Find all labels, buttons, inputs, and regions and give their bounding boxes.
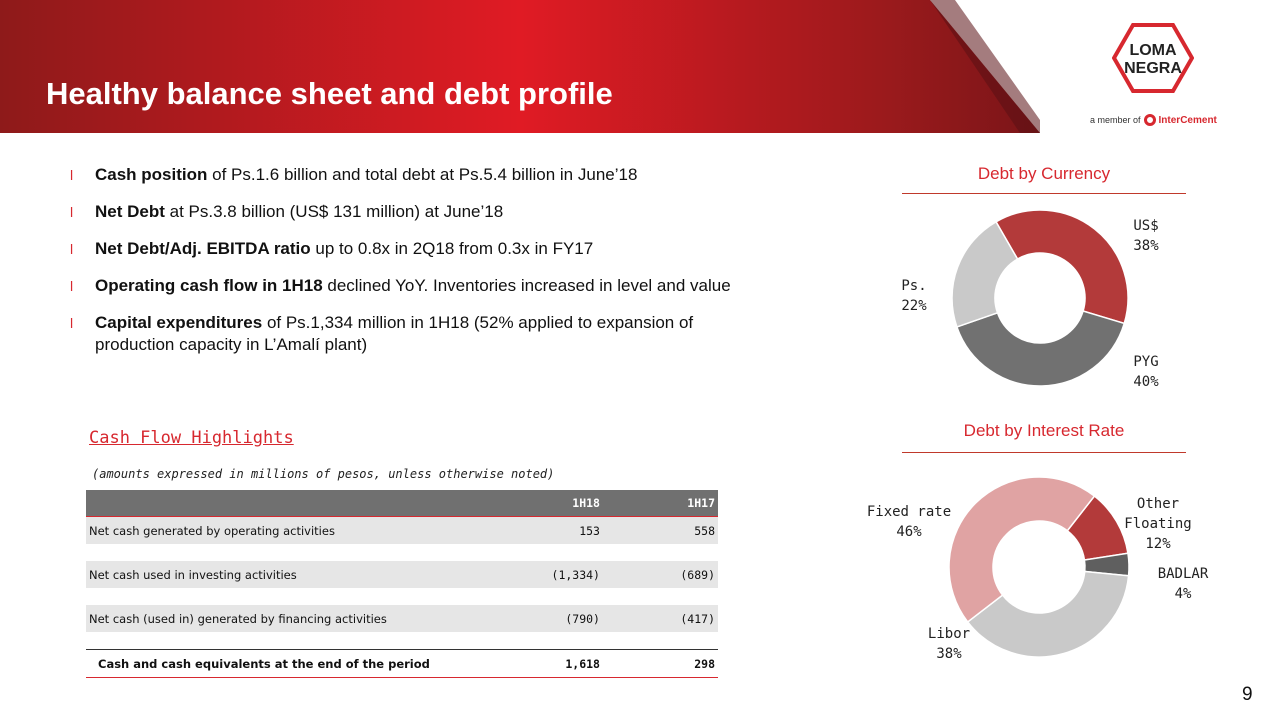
bullet-item: l Operating cash flow in 1H18 declined Y… bbox=[70, 275, 830, 297]
table-row: Net cash used in investing activities (1… bbox=[86, 561, 718, 588]
bullet-item: l Net Debt at Ps.3.8 billion (US$ 131 mi… bbox=[70, 201, 830, 223]
cash-flow-note: (amounts expressed in millions of pesos,… bbox=[92, 467, 555, 481]
row-label: Net cash (used in) generated by financin… bbox=[86, 605, 488, 632]
table-total-row: Cash and cash equivalents at the end of … bbox=[86, 649, 718, 678]
bullet-marker: l bbox=[70, 278, 74, 294]
bullet-text: at Ps.3.8 billion (US$ 131 million) at J… bbox=[164, 202, 504, 221]
row-value-1h17: (417) bbox=[602, 605, 718, 632]
slice-label-ps: Ps. 22% bbox=[901, 278, 927, 314]
table-header-row: 1H18 1H17 bbox=[86, 490, 718, 517]
row-value-1h18: (790) bbox=[487, 605, 603, 632]
slice-label-fixed-rate: Fixed rate 46% bbox=[867, 504, 951, 540]
cash-flow-title: Cash Flow Highlights bbox=[89, 428, 294, 448]
slice-label-badlar: BADLAR 4% bbox=[1158, 566, 1209, 602]
bullet-marker: l bbox=[70, 315, 74, 331]
row-value-1h18: (1,334) bbox=[487, 561, 603, 588]
page-number: 9 bbox=[1242, 684, 1253, 705]
row-value-1h17: (689) bbox=[602, 561, 718, 588]
row-value-1h17: 558 bbox=[602, 516, 718, 544]
bullet-bold: Capital expenditures bbox=[95, 313, 263, 332]
total-value-1h18: 1,618 bbox=[487, 649, 603, 678]
intercement-icon bbox=[1143, 114, 1156, 126]
bullet-bold: Net Debt/Adj. EBITDA ratio bbox=[95, 239, 311, 258]
bullet-item: l Net Debt/Adj. EBITDA ratio up to 0.8x … bbox=[70, 238, 830, 260]
column-header-1h17: 1H17 bbox=[602, 490, 718, 517]
bullet-item: l Cash position of Ps.1.6 billion and to… bbox=[70, 164, 830, 186]
slice-ps bbox=[951, 220, 1019, 328]
slice-label-libor: Libor 38% bbox=[928, 626, 970, 662]
chart-divider bbox=[902, 452, 1186, 453]
table-row: Net cash generated by operating activiti… bbox=[86, 516, 718, 544]
total-label: Cash and cash equivalents at the end of … bbox=[86, 649, 488, 678]
bullet-text: of Ps.1.6 billion and total debt at Ps.5… bbox=[207, 165, 638, 184]
loma-negra-logo: LOMA NEGRA bbox=[1112, 23, 1194, 93]
bullet-item: l Capital expenditures of Ps.1,334 milli… bbox=[70, 312, 830, 356]
total-value-1h17: 298 bbox=[602, 649, 718, 678]
row-value-1h18: 153 bbox=[487, 516, 603, 544]
debt-by-interest-rate-title: Debt by Interest Rate bbox=[963, 421, 1125, 440]
svg-text:LOMA: LOMA bbox=[1129, 42, 1177, 59]
slice-libor bbox=[966, 570, 1130, 658]
cash-flow-table: 1H18 1H17 Net cash generated by operatin… bbox=[86, 490, 718, 678]
bullet-bold: Net Debt bbox=[95, 202, 165, 221]
bullet-marker: l bbox=[70, 167, 74, 183]
slice-label-pyg: PYG 40% bbox=[1133, 354, 1159, 390]
member-text: a member of bbox=[1090, 115, 1141, 125]
bullet-marker: l bbox=[70, 204, 74, 220]
row-label: Net cash generated by operating activiti… bbox=[86, 516, 488, 544]
bullet-bold: Cash position bbox=[95, 165, 208, 184]
page-title: Healthy balance sheet and debt profile bbox=[46, 76, 613, 111]
debt-by-interest-rate-chart: Other Floating 12% BADLAR 4% Libor 38% Fixed ra… bbox=[867, 476, 1209, 662]
column-header-1h18: 1H18 bbox=[487, 490, 603, 517]
bullet-marker: l bbox=[70, 241, 74, 257]
bullet-bold: Operating cash flow in 1H18 bbox=[95, 276, 323, 295]
debt-by-currency-chart: US$ 38% PYG 40% Ps. 22% bbox=[901, 209, 1159, 390]
member-of-intercement: a member of InterCement bbox=[1090, 114, 1217, 126]
slice-fixed-rate bbox=[948, 476, 1096, 623]
chart-divider bbox=[902, 193, 1186, 194]
slice-pyg bbox=[955, 310, 1126, 387]
debt-by-currency-title: Debt by Currency bbox=[977, 164, 1111, 183]
bullet-text: up to 0.8x in 2Q18 from 0.3x in FY17 bbox=[310, 239, 594, 258]
row-label: Net cash used in investing activities bbox=[86, 561, 488, 588]
bullet-text: of Ps.1,334 million in 1H18 (52% applied… bbox=[95, 313, 694, 354]
header-banner bbox=[0, 0, 1040, 133]
bullet-text: declined YoY. Inventories increased in l… bbox=[322, 276, 731, 295]
svg-text:NEGRA: NEGRA bbox=[1124, 60, 1182, 77]
member-brand: InterCement bbox=[1158, 114, 1217, 126]
bullet-list: l Cash position of Ps.1.6 billion and to… bbox=[70, 164, 830, 371]
slice-label-other-floating: Other Floating 12% bbox=[1124, 496, 1191, 552]
table-header-blank bbox=[86, 490, 488, 517]
slice-label-us: US$ 38% bbox=[1133, 218, 1159, 254]
table-row: Net cash (used in) generated by financin… bbox=[86, 605, 718, 632]
slice-us bbox=[994, 209, 1129, 325]
